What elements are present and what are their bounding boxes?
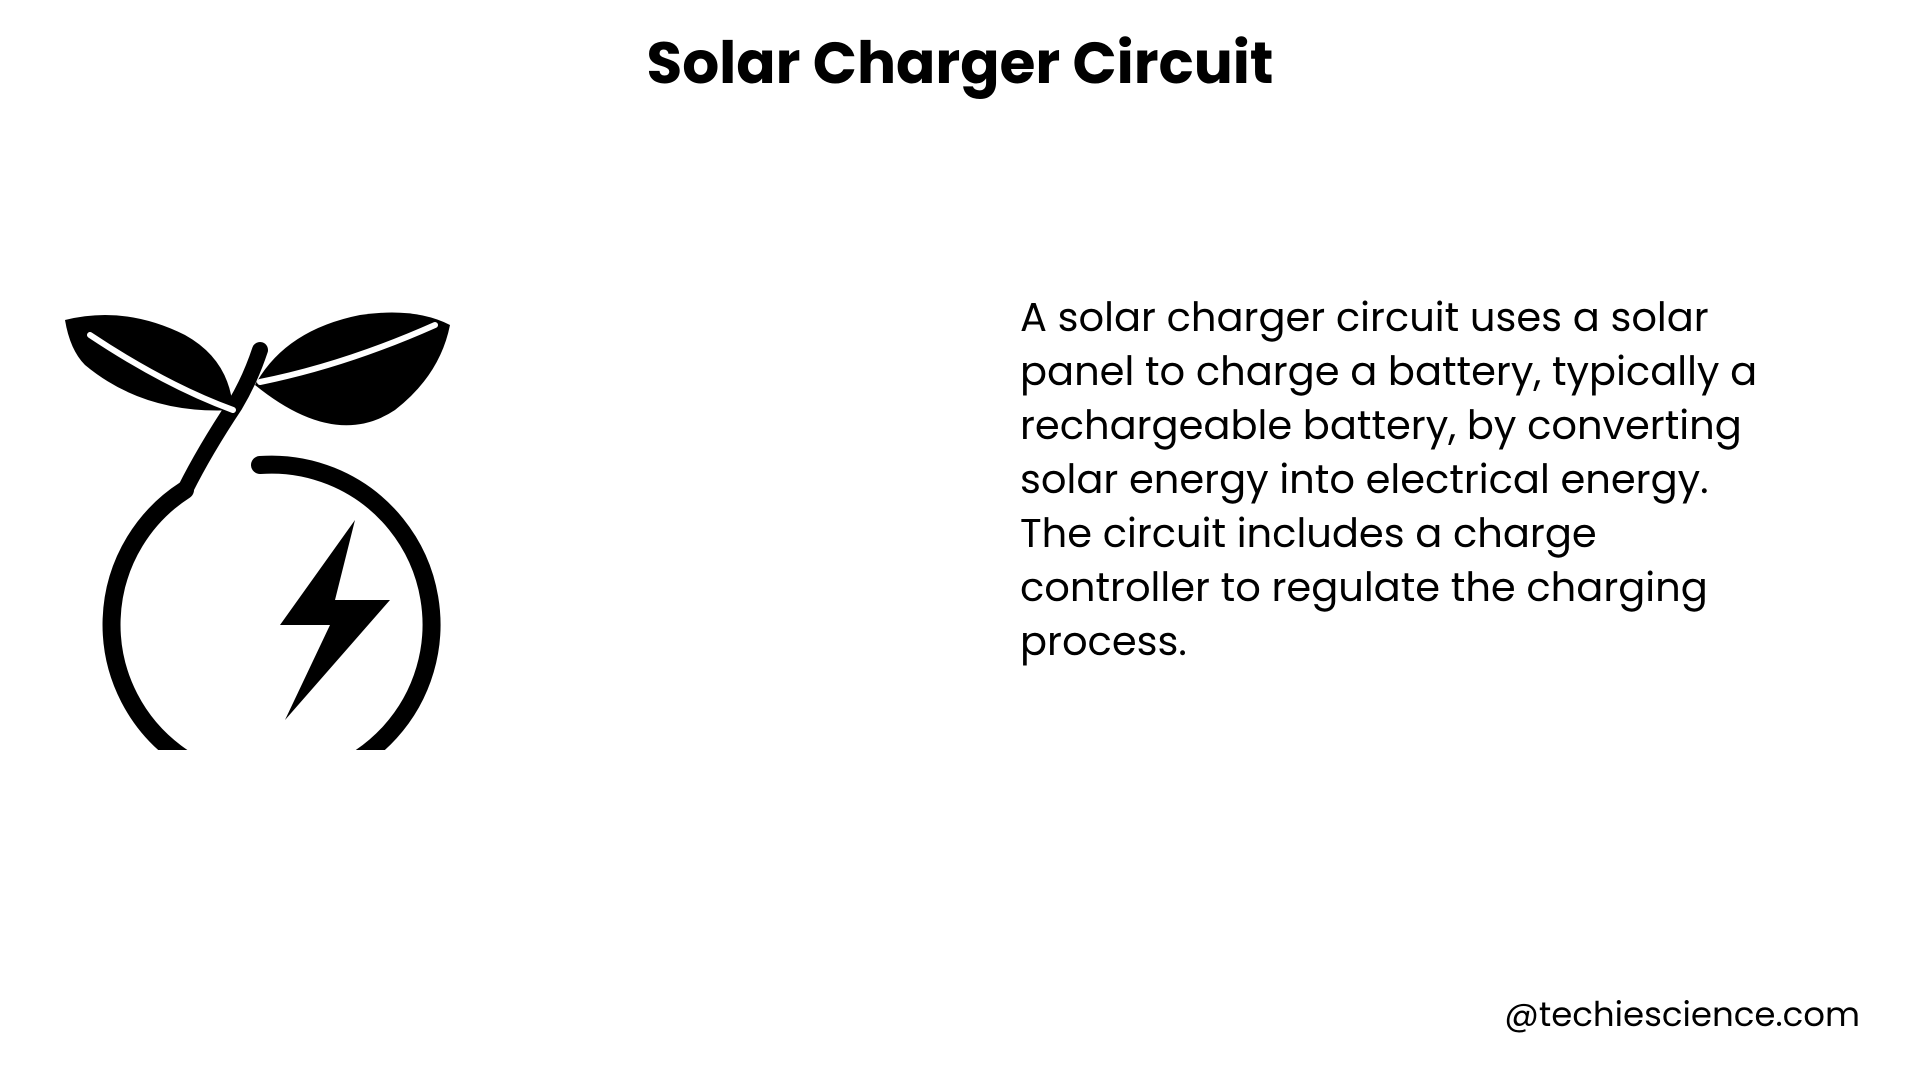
page-title: Solar Charger Circuit	[647, 20, 1274, 107]
attribution-text: @techiescience.com	[1504, 989, 1860, 1040]
eco-energy-icon	[55, 310, 495, 750]
body-description: A solar charger circuit uses a solar pan…	[1020, 290, 1790, 668]
